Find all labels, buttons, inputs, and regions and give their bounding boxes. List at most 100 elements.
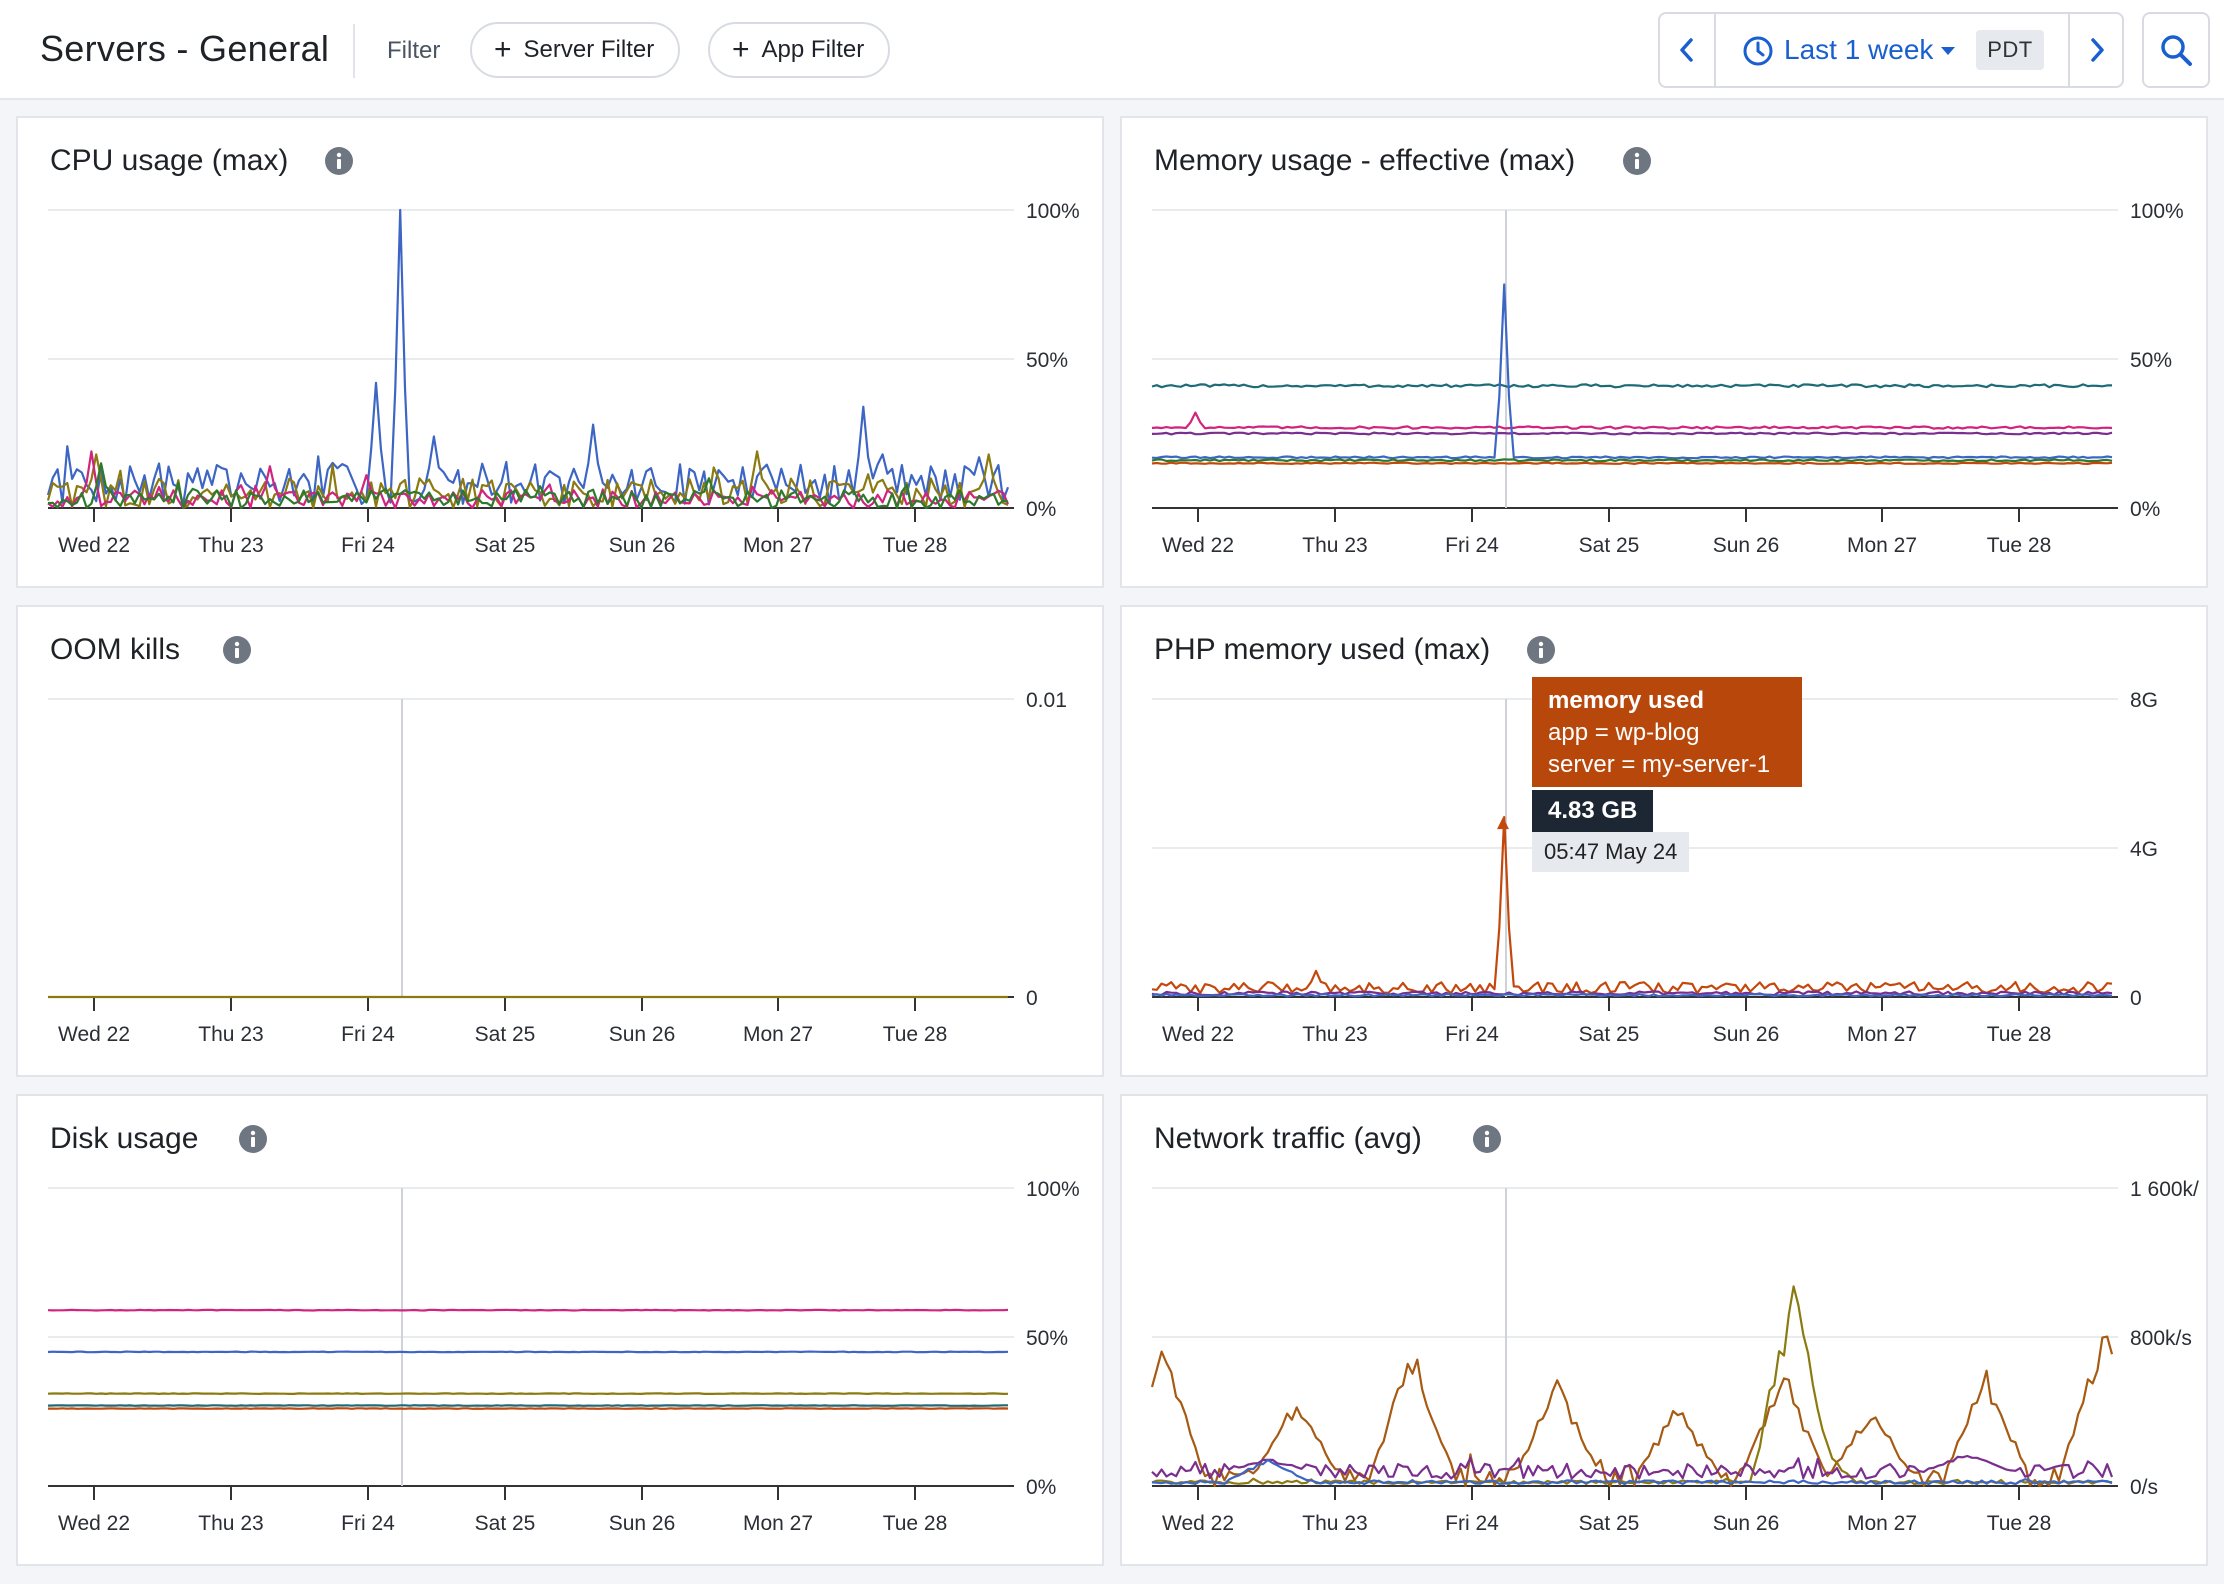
info-icon[interactable] (238, 1124, 268, 1154)
series-line (47, 1404, 1008, 1407)
network-traffic-panel: Network traffic (avg) 1 600k/800k/s 0/s We… (1120, 1094, 2208, 1566)
page-title: Servers - General (40, 28, 330, 69)
x-tick-label: Sun 26 (609, 1023, 676, 1046)
chevron-right-icon (2091, 38, 2104, 62)
x-tick-label: Wed 22 (58, 1023, 130, 1046)
x-tick-label: Wed 22 (1162, 534, 1234, 557)
y-tick-label: 100% (1026, 1178, 1080, 1201)
x-tick-label: Sat 25 (475, 1512, 536, 1535)
php-memory-chart: 8G 4G 0 Wed 22 Thu 23 Fri 24 Sat 25 Sun 26 Mon 2… (1151, 689, 2158, 1046)
series-line (1151, 431, 2113, 436)
series-line (46, 208, 1010, 506)
time-range-control: Last 1 week PDT (1658, 12, 2124, 88)
disk-usage-panel: Disk usage 100% 50% 0% Wed 22 Thu 23 Fri 24 Sa… (16, 1094, 1104, 1566)
x-tick-label: Thu 23 (1302, 1023, 1367, 1046)
series-line (1150, 1335, 2114, 1488)
oom-kills-chart: 0.01 0 Wed 22 Thu 23 Fri 24 Sat 25 Sun 26 Mon 2… (48, 689, 1067, 1046)
y-tick-label: 100% (2130, 200, 2184, 223)
tooltip-server: server = my-server-1 (1548, 751, 1771, 778)
x-tick-label: Wed 22 (58, 1512, 130, 1535)
app-filter-button[interactable]: + App Filter (708, 22, 891, 78)
oom-kills-panel: OOM kills 0.01 0 Wed 22 Thu 23 Fri 24 Sat 25 S… (16, 605, 1104, 1077)
time-range-label: Last 1 week (1784, 34, 1934, 65)
series-line (1151, 458, 2113, 463)
y-tick-label: 0 (1026, 987, 1038, 1010)
y-tick-label: 0% (1026, 498, 1056, 521)
x-tick-label: Thu 23 (198, 534, 263, 557)
top-toolbar: Servers - General Filter + Server Filter… (0, 0, 2224, 100)
y-tick-label: 4G (2130, 838, 2158, 861)
x-tick-label: Mon 27 (1847, 1512, 1917, 1535)
series-line (47, 1350, 1009, 1354)
series-line (47, 450, 1010, 510)
x-tick-label: Sun 26 (609, 534, 676, 557)
info-icon[interactable] (222, 635, 252, 665)
series-line (47, 462, 1009, 510)
x-tick-label: Sat 25 (1579, 1512, 1640, 1535)
series-line (1151, 411, 2113, 430)
tooltip-time: 05:47 May 24 (1532, 832, 1690, 872)
network-traffic-chart: 1 600k/800k/s 0/s Wed 22 Thu 23 Fri 24 Sat 25… (1150, 1178, 2199, 1535)
x-tick-label: Mon 27 (743, 1512, 813, 1535)
y-tick-label: 1 600k/ (2130, 1178, 2199, 1201)
y-tick-label: 50% (1026, 1327, 1068, 1350)
x-tick-label: Thu 23 (198, 1512, 263, 1535)
clock-icon (1743, 36, 1773, 66)
y-tick-label: 8G (2130, 689, 2158, 712)
x-tick-label: Sat 25 (475, 534, 536, 557)
y-tick-label: 100% (1026, 200, 1080, 223)
tooltip-title: memory used (1548, 687, 1705, 714)
app-filter-label: App Filter (761, 36, 865, 63)
y-tick-label: 0 (2130, 987, 2142, 1010)
series-line (1151, 1285, 2113, 1486)
disk-usage-chart: 100% 50% 0% Wed 22 Thu 23 Fri 24 Sat 25 Sun 26 M… (47, 1178, 1080, 1535)
info-icon[interactable] (1622, 146, 1652, 176)
x-tick-label: Sat 25 (1579, 534, 1640, 557)
tooltip-value: 4.83 GB (1532, 790, 1654, 832)
peak-marker (1497, 817, 1509, 830)
cpu-usage-chart: 100% 50% 0% Wed 22 Thu 23 Fri 24 Sat 25 Sun 26 M… (46, 200, 1080, 557)
x-tick-label: Sun 26 (609, 1512, 676, 1535)
x-tick-label: Wed 22 (1162, 1512, 1234, 1535)
series-line (1151, 461, 2113, 465)
series-line (47, 1308, 1009, 1312)
tooltip-app: app = wp-blog (1548, 719, 1700, 746)
panel-title: OOM kills (50, 633, 180, 666)
x-tick-label: Fri 24 (1445, 1023, 1499, 1046)
panel-title: PHP memory used (max) (1154, 633, 1491, 666)
chevron-left-icon (1680, 38, 1693, 62)
info-icon[interactable] (324, 146, 354, 176)
series-line (1151, 283, 2113, 460)
panel-title: CPU usage (max) (50, 144, 289, 177)
y-tick-label: 0% (2130, 498, 2160, 521)
panel-title: Memory usage - effective (max) (1154, 144, 1576, 177)
x-tick-label: Wed 22 (1162, 1023, 1234, 1046)
x-tick-label: Tue 28 (1987, 1512, 2052, 1535)
x-tick-label: Tue 28 (883, 1023, 948, 1046)
time-range-dropdown[interactable]: Last 1 week PDT (1716, 14, 2060, 86)
next-period-button[interactable] (2070, 14, 2124, 86)
server-filter-button[interactable]: + Server Filter (470, 22, 681, 78)
x-tick-label: Mon 27 (743, 534, 813, 557)
cpu-usage-panel: CPU usage (max) 100% 50% 0% Wed 22 Thu 23 Fri… (16, 116, 1104, 588)
series-line (46, 450, 1009, 509)
x-tick-label: Sun 26 (1713, 1023, 1780, 1046)
x-tick-label: Mon 27 (1847, 1023, 1917, 1046)
series-line (1151, 1454, 2114, 1480)
x-tick-label: Sat 25 (475, 1023, 536, 1046)
x-tick-label: Tue 28 (883, 1512, 948, 1535)
x-tick-label: Wed 22 (58, 534, 130, 557)
timezone-badge: PDT (1976, 30, 2044, 70)
y-tick-label: 0.01 (1026, 689, 1067, 712)
x-tick-label: Fri 24 (1445, 534, 1499, 557)
y-tick-label: 0/s (2130, 1476, 2158, 1499)
x-tick-label: Mon 27 (743, 1023, 813, 1046)
series-line (48, 1407, 1009, 1410)
chart-tooltip: memory used app = wp-blog server = my-se… (1532, 677, 1802, 787)
zoom-button[interactable] (2142, 12, 2210, 88)
info-icon[interactable] (1472, 1124, 1502, 1154)
x-tick-label: Mon 27 (1847, 534, 1917, 557)
previous-period-button[interactable] (1660, 14, 1714, 86)
info-icon[interactable] (1526, 635, 1556, 665)
toolbar-divider (353, 24, 355, 78)
